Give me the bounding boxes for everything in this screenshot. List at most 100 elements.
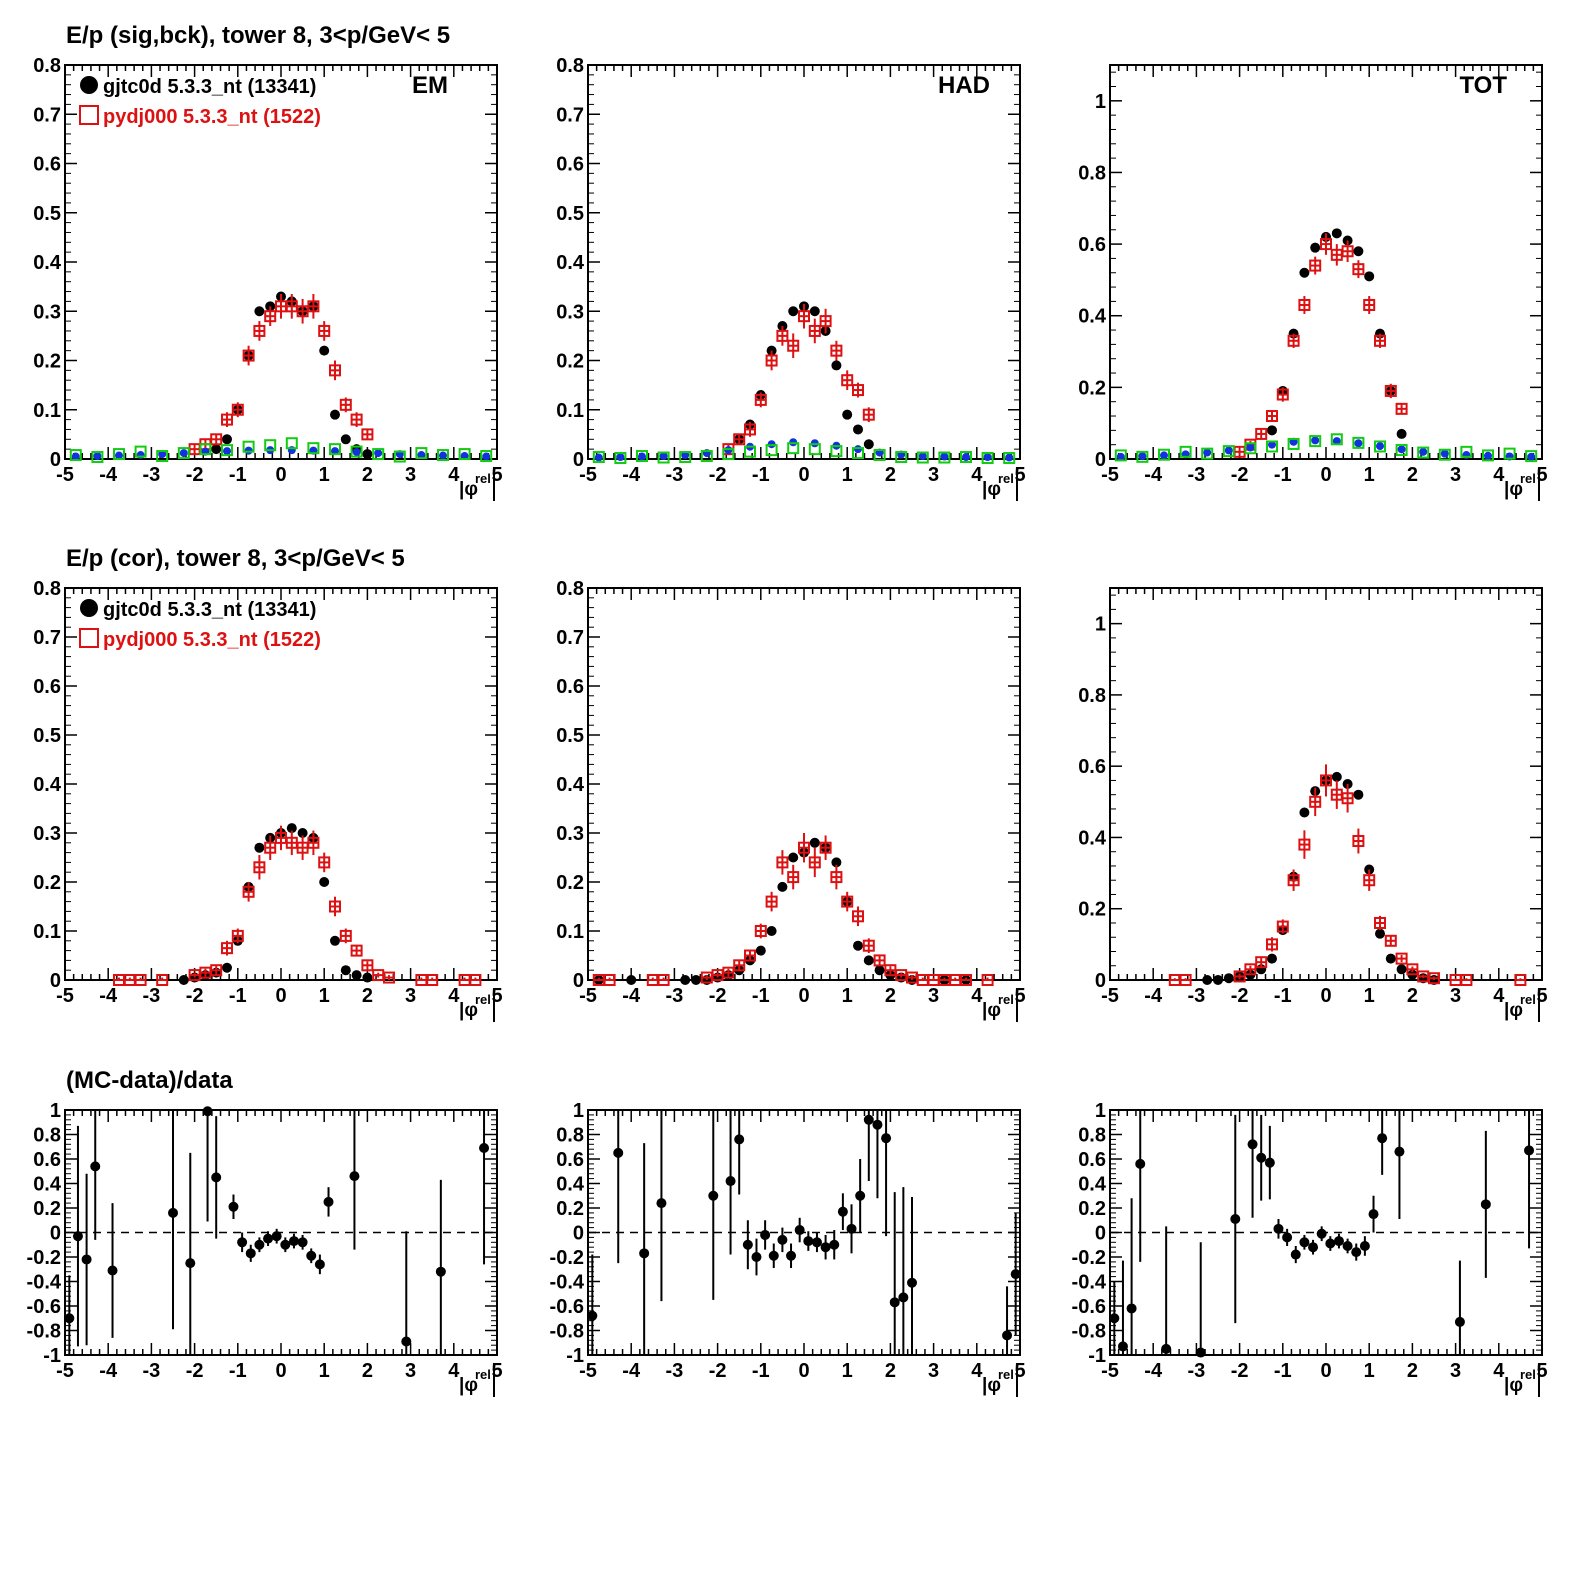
data-point [691, 975, 701, 985]
mc-point [1341, 792, 1354, 805]
y-tick-label: 0.5 [556, 203, 584, 225]
y-tick-label: 0.4 [33, 252, 62, 274]
data-point [777, 881, 788, 892]
bck-mc-point [895, 451, 908, 464]
bck-data-point [681, 451, 690, 460]
x-tick-label: 1 [842, 464, 853, 486]
bck-mc-point [852, 447, 864, 460]
bck-data-point [724, 446, 733, 455]
x-tick-label: 1 [1364, 1360, 1375, 1382]
x-tick-label: 2 [885, 464, 896, 486]
data-point [435, 1266, 446, 1277]
x-tick-label: -3 [1188, 1360, 1206, 1382]
x-tick-label: -3 [1188, 464, 1206, 486]
bck-data-point [1160, 451, 1168, 460]
mc-point [765, 895, 778, 908]
legend-mc-label: pydj000 5.3.3_nt (1522) [103, 629, 321, 651]
x-tick-label: -4 [1144, 1360, 1163, 1382]
data-point [340, 434, 351, 445]
y-tick-label: -0.8 [1072, 1321, 1106, 1343]
bck-mc-point [873, 449, 886, 462]
bck-mc-point [1158, 448, 1170, 461]
data-point [639, 1248, 650, 1259]
x-tick-label: 0 [798, 464, 809, 486]
bck-data-point [244, 446, 253, 455]
y-tick-label: 0.5 [33, 203, 61, 225]
data-point [1524, 1145, 1535, 1156]
mc-point [765, 354, 778, 367]
x-tick-label: -2 [1231, 464, 1249, 486]
mc-point [221, 413, 233, 426]
bck-data-point [1224, 446, 1233, 455]
y-tick-label: 0.2 [33, 351, 61, 373]
data-point [1394, 1146, 1405, 1157]
legend-mc-marker [79, 105, 99, 125]
data-point [1331, 228, 1342, 239]
data-point [755, 945, 766, 956]
y-tick-label: 0.2 [556, 1198, 584, 1220]
mc-point [264, 310, 277, 323]
x-tick-label: -5 [1101, 464, 1119, 486]
bck-data-point [136, 451, 145, 460]
y-tick-label: -0.2 [1072, 1247, 1106, 1269]
x-tick-label: -2 [186, 985, 204, 1007]
x-tick-label: -3 [143, 1360, 161, 1382]
y-tick-label: 0 [50, 970, 61, 992]
data-point [863, 1114, 874, 1125]
data-point [271, 1231, 282, 1242]
x-tick-label: 4 [448, 464, 460, 486]
data-point [1126, 1303, 1137, 1314]
bck-data-point [93, 452, 102, 461]
y-tick-label: 1 [1095, 1100, 1106, 1122]
x-tick-label: 3 [1450, 464, 1461, 486]
data-point [742, 1239, 753, 1250]
bck-mc-point [960, 451, 972, 464]
y-tick-label: 0.2 [1078, 899, 1106, 921]
data-point [1267, 953, 1277, 964]
legend-data-marker [80, 76, 98, 94]
bck-data-point [940, 452, 949, 461]
data-point [254, 306, 265, 317]
y-tick-label: -0.6 [550, 1296, 584, 1318]
mc-point [253, 861, 266, 874]
y-tick-label: 0.4 [1078, 306, 1107, 328]
x-axis-label-sup: rel [1520, 471, 1536, 486]
data-point [323, 1196, 334, 1207]
x-tick-label: 0 [1320, 985, 1331, 1007]
x-tick-label: -5 [579, 985, 597, 1007]
bck-mc-point [614, 452, 627, 465]
y-tick-label: 1 [50, 1100, 61, 1122]
y-tick-label: 0 [1095, 449, 1106, 471]
data-point [1351, 1247, 1362, 1258]
x-tick-label: -1 [229, 464, 247, 486]
mc-point [841, 374, 854, 387]
data-point [1264, 1157, 1275, 1168]
y-tick-label: -0.4 [550, 1272, 585, 1294]
y-tick-label: 0.6 [33, 1149, 61, 1171]
bck-mc-point [1287, 437, 1300, 450]
bck-data-point [1484, 451, 1492, 460]
panel-label-em: EM [412, 72, 448, 99]
x-tick-label: 5 [1536, 985, 1547, 1007]
data-point [202, 1106, 213, 1117]
data-point [330, 935, 340, 946]
x-tick-label: 1 [319, 1360, 330, 1382]
data-point [228, 1201, 239, 1212]
mc-point [1179, 974, 1192, 986]
bck-mc-point [981, 452, 994, 465]
data-point [809, 306, 820, 317]
bck-mc-point [787, 442, 800, 455]
data-point [1377, 1133, 1388, 1144]
data-point [1454, 1316, 1465, 1327]
bck-mc-point [765, 444, 778, 457]
mc-point [841, 895, 854, 908]
mc-point [1244, 963, 1257, 976]
bck-mc-point [1309, 435, 1322, 448]
data-point [803, 1236, 814, 1247]
y-tick-label: -0.8 [550, 1321, 584, 1343]
mc-point [329, 364, 341, 377]
data-point [222, 962, 232, 973]
x-axis-label-sup: rel [1520, 1367, 1536, 1382]
